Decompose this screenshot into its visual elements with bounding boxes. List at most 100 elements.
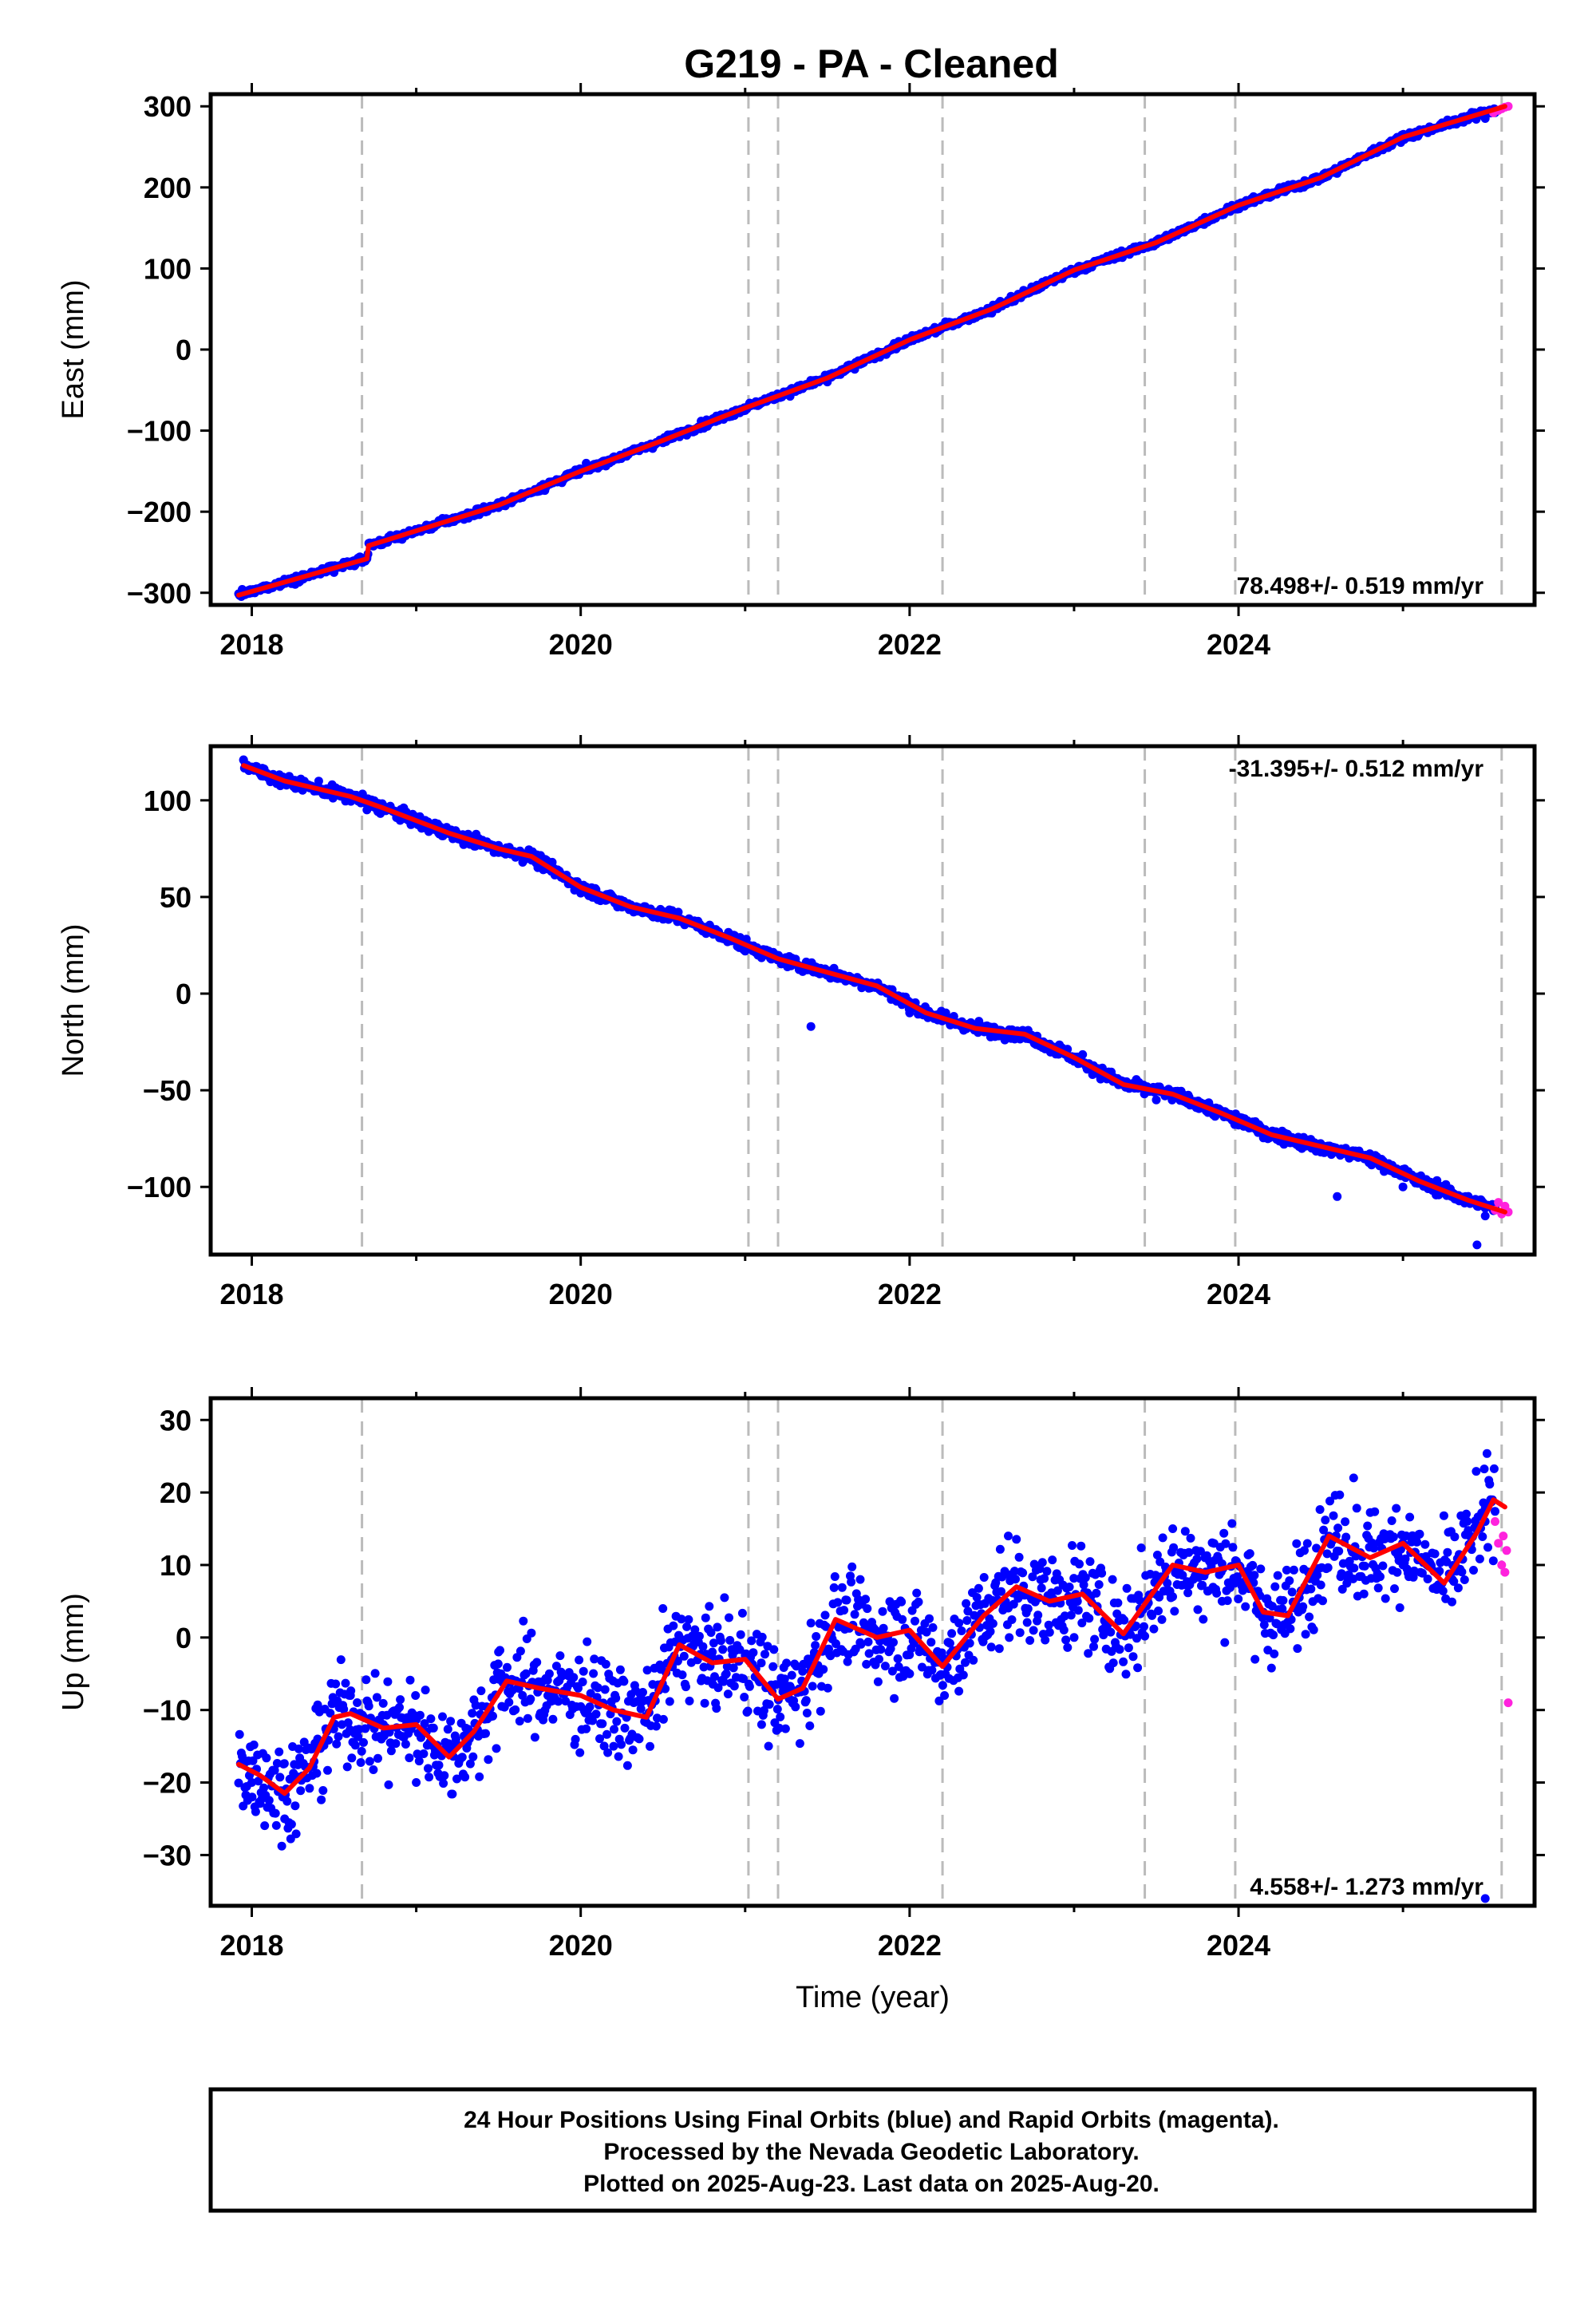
final-orbit-point [1193,1605,1203,1614]
final-orbit-point [270,1765,279,1775]
final-orbit-point [405,1675,415,1685]
final-orbit-point [658,1604,668,1613]
rapid-orbit-point [1491,1517,1499,1526]
final-orbit-point [1089,1642,1098,1651]
final-orbit-point [682,1622,692,1631]
final-orbit-point [1077,1541,1086,1551]
final-orbit-point [856,1639,866,1649]
final-orbit-point [583,1637,592,1646]
final-orbit-point [1329,1511,1338,1520]
panel-up: −30 −20 −10 0 10 20 30 2018 2020 2022 2024 Up (mm) T… [57,1387,1545,2014]
final-orbit-point [1132,1634,1141,1643]
final-orbit-point [927,1666,937,1675]
final-orbit-point [239,755,248,765]
final-orbit-point [354,1732,363,1741]
plot-frame-up [208,1396,1537,1908]
final-orbit-point [1042,1567,1052,1576]
final-orbit-point [551,1662,561,1671]
x-tick-label: 2024 [1207,1929,1270,1962]
plot-area-east [234,101,1513,601]
rapid-orbit-point [1494,1539,1503,1548]
final-orbit-point [548,1714,558,1724]
final-orbit-point [1041,1635,1050,1645]
final-orbit-point [357,1746,366,1756]
final-orbit-point [1065,1583,1074,1591]
final-orbit-point [425,1773,434,1782]
final-orbit-point [1460,1575,1469,1584]
final-orbit-point [1248,1560,1258,1570]
final-orbit-point [434,1761,444,1770]
final-orbit-point [1198,1580,1207,1590]
final-orbit-point [275,1773,285,1782]
final-orbit-point [801,1696,811,1705]
final-orbit-point [679,1651,689,1661]
final-orbit-point [527,1628,536,1638]
final-orbit-point [698,1642,708,1651]
final-orbit-point [1337,1584,1347,1594]
model-line-north [241,763,1507,1215]
final-orbit-point [1068,1541,1077,1550]
y-tick-label: −100 [127,1171,192,1203]
final-orbit-point [1073,1606,1083,1615]
final-orbit-point [555,1651,565,1661]
final-orbit-point [384,1780,393,1789]
final-orbit-point [1390,1584,1399,1594]
final-orbit-point [1075,1559,1084,1569]
final-orbit-point [611,1694,621,1703]
final-orbit-point [378,1698,388,1708]
final-orbit-point [1228,1543,1238,1552]
final-orbit-point [736,1630,745,1639]
final-orbit-point [353,1698,362,1707]
y-tick-label: −300 [127,577,192,610]
rapid-orbit-point [1494,1198,1503,1207]
final-orbit-point [609,1741,618,1751]
final-orbit-point [622,1761,632,1770]
final-orbit-point [593,1683,602,1693]
final-orbit-point [636,1704,646,1713]
final-orbit-point [821,1622,831,1631]
final-orbit-point [954,1686,964,1696]
final-orbit-point [1124,1643,1133,1653]
final-orbit-point [1073,1597,1082,1606]
final-orbit-point [737,1608,747,1618]
final-orbit-point [1084,1614,1094,1623]
final-orbit-point [757,1632,767,1642]
final-orbit-point [579,1666,588,1676]
final-orbit-point [776,1712,785,1721]
final-orbit-point [709,1638,718,1648]
final-orbit-point [1250,1571,1259,1580]
final-orbit-point [1011,1575,1020,1584]
final-orbit-point [391,1739,401,1749]
final-orbit-point [879,1623,888,1633]
final-orbit-point [914,1597,923,1607]
final-orbit-point [1234,1595,1243,1603]
final-orbit-point [1023,1604,1033,1614]
final-orbit-point [706,1628,716,1638]
final-orbit-point [364,1701,373,1711]
final-orbit-point [1192,1554,1202,1563]
final-orbit-point [405,1753,414,1763]
final-orbit-point [1140,1622,1148,1631]
final-orbit-point [1472,1240,1482,1250]
final-orbit-point [492,1744,501,1753]
final-orbit-point [1250,1654,1260,1664]
final-orbit-point [493,1659,503,1669]
final-orbit-point [439,1779,448,1788]
final-orbit-point [1122,1583,1132,1593]
y-tick-label: 50 [160,881,192,914]
final-orbit-point [782,1658,792,1668]
final-orbit-point [1491,1507,1499,1516]
final-orbit-point [359,1737,368,1747]
final-orbit-point [277,1841,286,1851]
final-orbit-point [1387,1516,1396,1525]
final-orbit-point [1108,1575,1117,1584]
final-orbit-point [515,1717,524,1726]
final-orbit-point [576,888,586,898]
y-tick-label: −20 [143,1767,192,1800]
final-orbit-point [791,1702,800,1712]
final-orbit-point [805,1721,815,1730]
final-orbit-point [1170,1607,1179,1616]
final-orbit-point [1061,1635,1071,1645]
final-orbit-point [1393,1567,1402,1577]
final-orbit-point [1270,1649,1279,1658]
